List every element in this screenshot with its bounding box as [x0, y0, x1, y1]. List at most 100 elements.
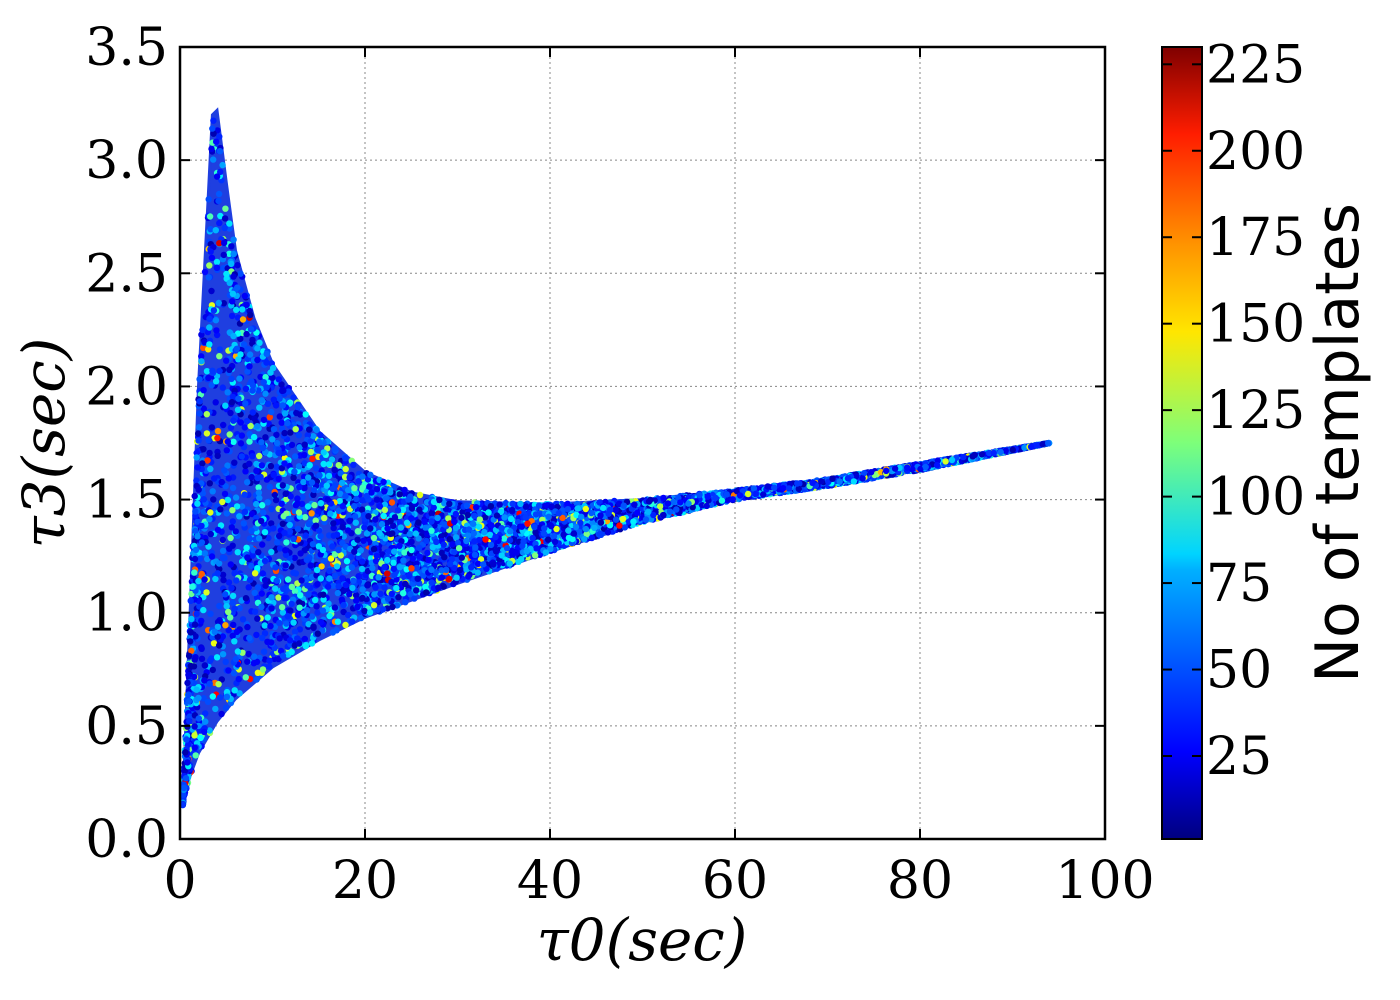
scatter-point [222, 658, 229, 666]
scatter-point [200, 405, 207, 412]
scatter-point [216, 642, 223, 649]
scatter-point [243, 330, 250, 338]
scatter-point [279, 520, 286, 527]
scatter-point [237, 419, 244, 426]
scatter-point [212, 227, 219, 234]
scatter-point [195, 424, 203, 431]
scatter-point [207, 610, 214, 617]
scatter-point [256, 494, 263, 502]
scatter-point [279, 609, 287, 616]
scatter-point [269, 374, 276, 381]
scatter-point [297, 550, 304, 557]
scatter-point [237, 440, 245, 447]
scatter-point [199, 490, 207, 497]
scatter-point [253, 594, 261, 601]
scatter-point [446, 536, 453, 543]
scatter-point [319, 627, 326, 634]
scatter-point [317, 500, 325, 507]
scatter-point [244, 554, 251, 561]
scatter-point [201, 576, 208, 583]
scatter-point [262, 390, 269, 397]
scatter-point [223, 357, 230, 364]
scatter-point [257, 373, 264, 381]
scatter-point [290, 569, 297, 576]
scatter-point [228, 260, 235, 268]
scatter-point [199, 460, 206, 467]
scatter-point [415, 535, 422, 542]
scatter-point [396, 491, 403, 498]
scatter-point [273, 439, 281, 447]
scatter-point [259, 634, 266, 642]
scatter-point [239, 558, 246, 565]
scatter-point [295, 509, 303, 516]
scatter-point [276, 413, 283, 420]
scatter-point [253, 467, 260, 474]
scatter-point [232, 528, 239, 535]
scatter-point [226, 220, 233, 227]
scatter-point [217, 212, 224, 220]
scatter-point [526, 509, 533, 517]
scatter-point [223, 603, 230, 610]
scatter-point [213, 258, 221, 266]
scatter-point [287, 429, 294, 436]
scatter-point [258, 603, 265, 611]
scatter-point [218, 710, 225, 718]
scatter-point [296, 626, 304, 633]
scatter-point [248, 473, 255, 481]
scatter-point [275, 594, 282, 601]
scatter-point [446, 575, 453, 583]
scatter-point [330, 524, 337, 532]
scatter-point [351, 485, 358, 492]
scatter-point [253, 460, 260, 468]
scatter-point [268, 520, 275, 527]
scatter-point [253, 500, 260, 508]
scatter-point [232, 494, 240, 501]
scatter-point [378, 520, 386, 528]
scatter-point [196, 398, 203, 405]
scatter-point [313, 426, 320, 434]
scatter-point [291, 554, 298, 562]
scatter-point [226, 431, 233, 438]
scatter-point [254, 356, 261, 364]
scatter-point [347, 553, 355, 561]
scatter-point [301, 635, 308, 643]
scatter-point [291, 628, 299, 635]
scatter-point [300, 478, 307, 486]
grid-lines [180, 47, 1105, 839]
scatter-point [206, 727, 213, 734]
scatter-point [301, 451, 308, 459]
scatter-point [301, 460, 308, 467]
scatter-point [314, 609, 321, 616]
scatter-point [200, 508, 208, 515]
scatter-point [249, 336, 256, 344]
scatter-point [273, 431, 280, 438]
scatter-point [310, 433, 317, 440]
scatter-point [364, 582, 371, 589]
scatter-point [344, 527, 352, 534]
scatter-point [482, 514, 489, 521]
scatter-point [313, 603, 320, 610]
scatter-point [217, 168, 224, 176]
scatter-point [203, 368, 211, 375]
scatter-point [337, 470, 344, 477]
scatter-point [438, 574, 446, 581]
scatter-point [208, 381, 215, 389]
scatter-point [304, 503, 312, 510]
scatter-point [372, 557, 380, 565]
scatter-point [256, 404, 263, 411]
scatter-point [318, 563, 325, 570]
scatter-point [317, 532, 324, 540]
scatter-point [459, 509, 466, 516]
scatter-point [260, 509, 267, 516]
scatter-point [280, 512, 288, 520]
scatter-point [250, 547, 257, 554]
scatter-point [205, 196, 212, 203]
scatter-point [216, 367, 223, 375]
scatter-point [301, 485, 308, 492]
scatter-point [354, 528, 362, 535]
scatter-point [230, 417, 237, 424]
scatter-point [234, 648, 242, 655]
scatter-point [200, 344, 207, 352]
scatter-point [361, 524, 368, 531]
